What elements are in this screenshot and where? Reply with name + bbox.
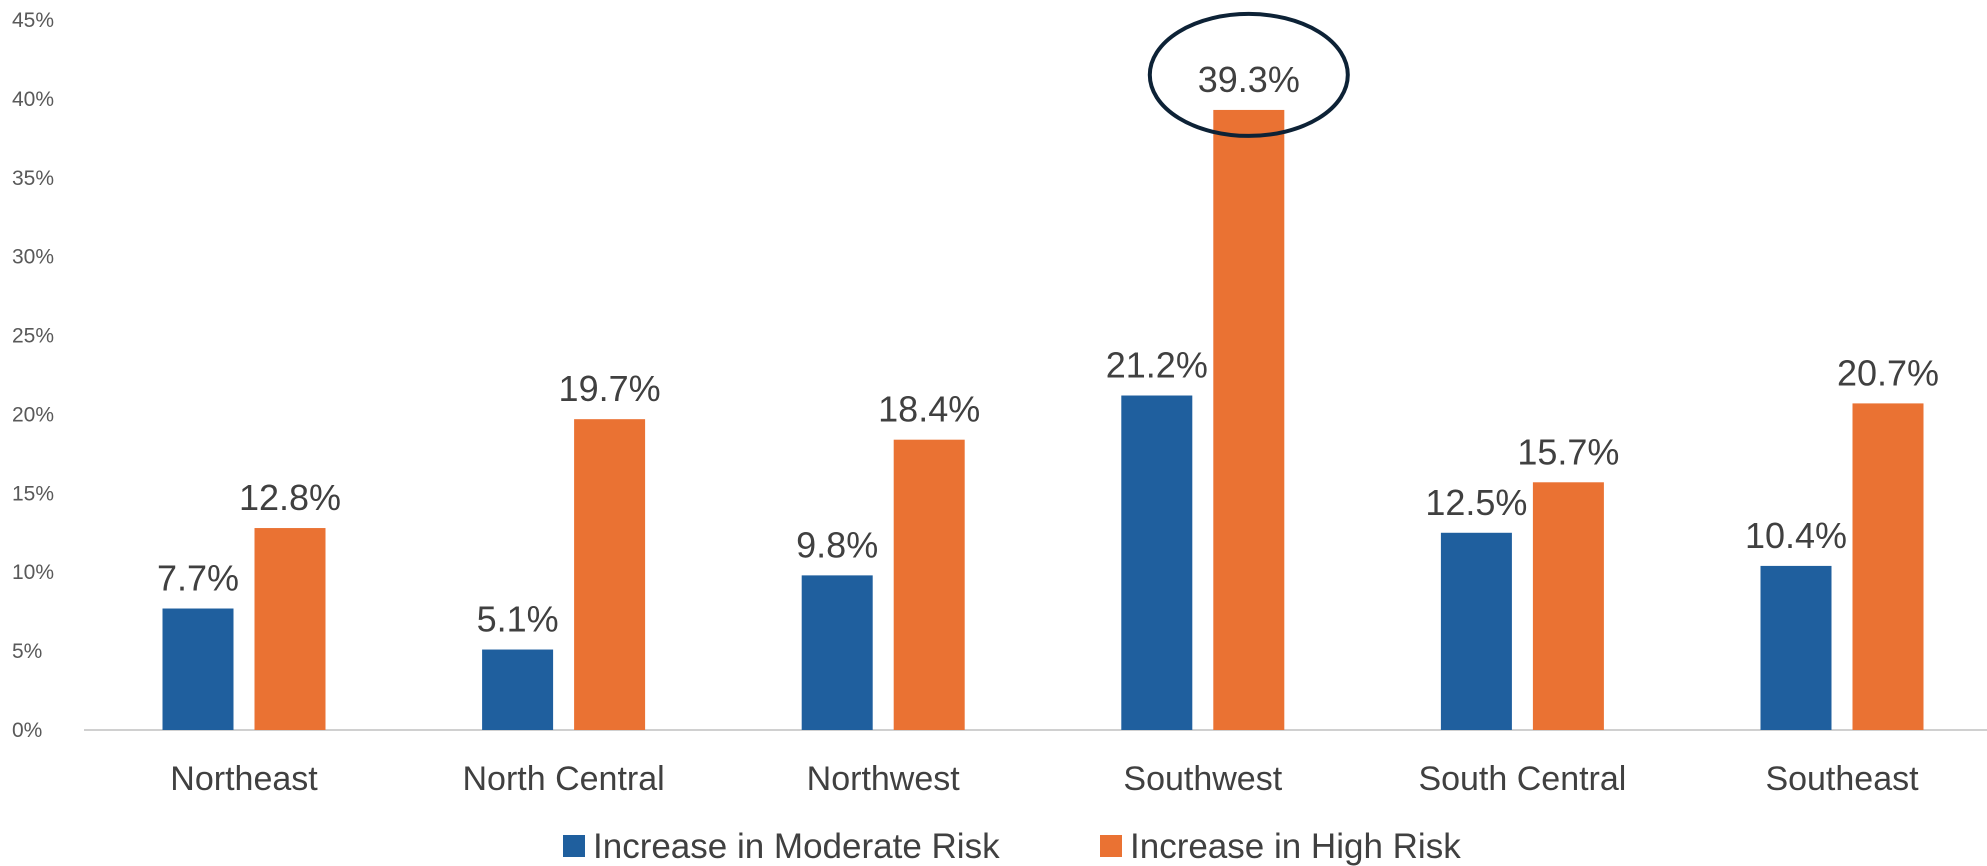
bar bbox=[1440, 532, 1512, 730]
bars-group bbox=[162, 109, 1924, 730]
data-label: 39.3% bbox=[1198, 59, 1300, 100]
legend-swatch-high-risk bbox=[1100, 835, 1122, 857]
y-tick-label: 35% bbox=[12, 167, 54, 190]
data-label: 15.7% bbox=[1517, 431, 1619, 472]
data-label: 9.8% bbox=[796, 524, 878, 565]
bar bbox=[1532, 482, 1604, 730]
bar bbox=[254, 528, 326, 730]
data-label: 20.7% bbox=[1837, 352, 1939, 393]
highlight-group bbox=[1147, 11, 1350, 138]
y-tick-label: 0% bbox=[12, 719, 42, 742]
category-labels-group: Northeast North Central Northwest Southwest… bbox=[170, 760, 1919, 798]
data-label: 18.4% bbox=[878, 389, 980, 430]
y-tick-label: 40% bbox=[12, 88, 54, 111]
x-category-label: South Central bbox=[1418, 760, 1626, 798]
y-tick-label: 25% bbox=[12, 325, 54, 348]
y-tick-label: 20% bbox=[12, 403, 54, 426]
legend: Increase in Moderate Risk Increase in Hi… bbox=[563, 827, 1461, 866]
bar bbox=[162, 608, 234, 730]
data-labels-group: 7.7%12.8% 5.1% 19.7% 9.8% 18.4% 21.2% 39.3% 12.… bbox=[157, 59, 1939, 640]
highlight-ellipse bbox=[1147, 11, 1350, 138]
data-label: 19.7% bbox=[559, 368, 661, 409]
data-label: 12.8% bbox=[239, 477, 341, 518]
x-category-label: Northwest bbox=[807, 760, 961, 798]
legend-swatch-moderate-risk bbox=[563, 835, 585, 857]
bar bbox=[1852, 403, 1924, 730]
bar bbox=[801, 575, 873, 730]
y-axis-ticks: 0% 5% 10% 15% 20% 25% 30% 35% 40% 45% bbox=[12, 9, 54, 742]
y-tick-label: 30% bbox=[12, 246, 54, 269]
x-category-label: Southeast bbox=[1765, 760, 1919, 798]
y-tick-label: 5% bbox=[12, 640, 42, 663]
y-tick-label: 15% bbox=[12, 482, 54, 505]
data-label: 12.5% bbox=[1425, 482, 1527, 523]
data-label: 10.4% bbox=[1745, 515, 1847, 556]
y-tick-label: 10% bbox=[12, 561, 54, 584]
data-label: 5.1% bbox=[477, 599, 559, 640]
x-category-label: Northeast bbox=[170, 760, 318, 798]
bar bbox=[482, 649, 554, 730]
x-category-label: Southwest bbox=[1123, 760, 1282, 798]
bar bbox=[1121, 395, 1193, 730]
bar bbox=[893, 439, 965, 730]
bar bbox=[1760, 565, 1832, 730]
data-label: 21.2% bbox=[1106, 345, 1208, 386]
bar bbox=[574, 419, 646, 730]
bar bbox=[1213, 109, 1285, 730]
x-category-label: North Central bbox=[462, 760, 664, 798]
legend-label-moderate-risk: Increase in Moderate Risk bbox=[593, 827, 1000, 866]
legend-label-high-risk: Increase in High Risk bbox=[1130, 827, 1461, 866]
data-label: 7.7% bbox=[157, 558, 239, 599]
y-tick-label: 45% bbox=[12, 9, 54, 32]
